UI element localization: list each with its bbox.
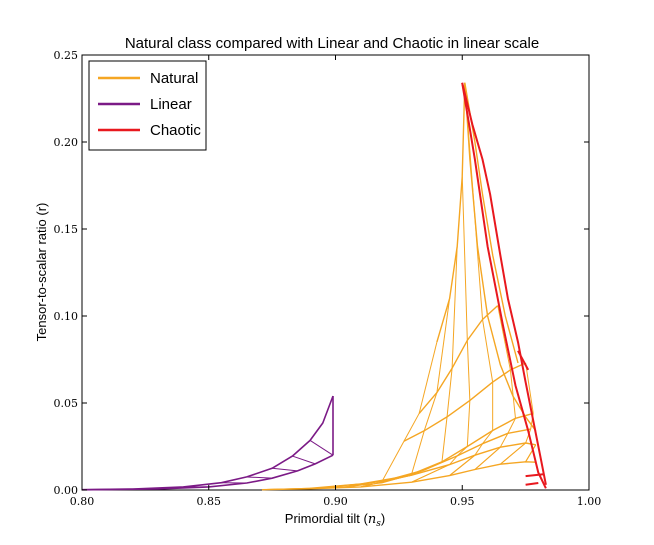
y-tick-label: 0.15 bbox=[54, 223, 79, 236]
series-rung-natural bbox=[348, 482, 382, 488]
series-chaotic bbox=[461, 82, 547, 489]
series-rung-natural bbox=[525, 362, 534, 414]
x-tick-label: 1.00 bbox=[577, 495, 602, 508]
series-rung-natural bbox=[418, 341, 438, 414]
series-rung-natural bbox=[310, 486, 349, 489]
series-rung-natural bbox=[525, 428, 532, 444]
legend: Natural Linear Chaotic bbox=[88, 60, 207, 151]
series-rung-natural bbox=[411, 464, 450, 483]
series-line-linear bbox=[81, 454, 334, 491]
series-linear bbox=[81, 395, 334, 491]
series-rung-natural bbox=[261, 487, 311, 491]
chart-title: Natural class compared with Linear and C… bbox=[125, 35, 539, 52]
series-rung-linear bbox=[246, 476, 273, 479]
series-rung-natural bbox=[466, 400, 471, 447]
series-line-chaotic bbox=[461, 82, 547, 485]
ticks-layer: 0.80 0.85 0.90 0.95 1.00 0.00 0.05 0.10 0.15 0.20… bbox=[54, 49, 602, 508]
legend-label-linear: Linear bbox=[150, 96, 192, 113]
series-line-chaotic bbox=[525, 473, 544, 478]
series-rung-natural bbox=[424, 461, 443, 471]
series-rung-natural bbox=[474, 446, 501, 470]
series-rung-natural bbox=[456, 446, 468, 457]
y-tick-label: 0.20 bbox=[54, 136, 79, 149]
plot-area: 0.80 0.85 0.90 0.95 1.00 0.00 0.05 0.10 0.15 0.20… bbox=[54, 49, 602, 508]
series-rung-natural bbox=[482, 319, 494, 383]
series-layer bbox=[81, 82, 547, 491]
legend-frame bbox=[88, 60, 207, 151]
series-rung-natural bbox=[449, 455, 458, 465]
series-rung-natural bbox=[411, 469, 425, 476]
series-natural bbox=[261, 82, 537, 491]
series-line-chaotic bbox=[525, 482, 539, 486]
series-rung-natural bbox=[451, 246, 458, 369]
series-line-natural bbox=[380, 412, 534, 484]
series-rung-natural bbox=[461, 176, 468, 341]
x-axis-label-end: ) bbox=[381, 511, 385, 526]
series-line-linear bbox=[81, 395, 334, 491]
legend-label-natural: Natural bbox=[150, 70, 198, 87]
x-axis-label-subscript: s bbox=[376, 519, 381, 529]
y-axis-label: Tensor-to-scalar ratio (r) bbox=[34, 203, 49, 342]
series-line-chaotic bbox=[461, 82, 547, 489]
series-rung-natural bbox=[509, 369, 516, 419]
x-tick-label: 0.80 bbox=[70, 495, 95, 508]
series-rung-linear bbox=[292, 455, 316, 465]
y-tick-label: 0.00 bbox=[54, 484, 79, 497]
series-rung-natural bbox=[411, 430, 425, 475]
series-rung-linear bbox=[272, 467, 298, 472]
series-rung-natural bbox=[446, 368, 453, 417]
series-line-natural bbox=[261, 461, 536, 491]
x-axis-label-symbol: n bbox=[368, 512, 376, 527]
series-rung-natural bbox=[507, 418, 516, 434]
series-rung-natural bbox=[497, 305, 511, 371]
series-rung-natural bbox=[466, 340, 471, 401]
x-axis-label-text: Primordial tilt ( bbox=[285, 511, 369, 526]
x-tick-label: 0.90 bbox=[323, 495, 348, 508]
series-line-natural bbox=[310, 442, 536, 489]
series-rung-natural bbox=[436, 298, 451, 393]
series-rung-natural bbox=[525, 444, 537, 463]
series-line-natural bbox=[464, 82, 519, 364]
series-rung-natural bbox=[423, 392, 438, 431]
series-rung-natural bbox=[441, 416, 448, 462]
series-rung-natural bbox=[403, 413, 420, 442]
x-axis-label: Primordial tilt (ns) bbox=[285, 511, 385, 529]
series-rung-natural bbox=[449, 454, 476, 476]
series-rung-linear bbox=[309, 439, 334, 456]
series-line-chaotic bbox=[517, 350, 530, 371]
series-rung-natural bbox=[499, 433, 509, 448]
series-line-natural bbox=[436, 82, 466, 343]
series-rung-natural bbox=[386, 473, 412, 481]
series-rung-natural bbox=[499, 442, 526, 465]
x-tick-label: 0.95 bbox=[450, 495, 475, 508]
series-line-natural bbox=[418, 305, 499, 414]
series-rung-natural bbox=[474, 443, 483, 456]
series-rung-natural bbox=[360, 474, 412, 488]
y-tick-label: 0.25 bbox=[54, 49, 79, 62]
legend-label-chaotic: Chaotic bbox=[150, 122, 201, 139]
series-rung-natural bbox=[482, 430, 494, 445]
x-tick-label: 0.85 bbox=[197, 495, 222, 508]
series-rung-natural bbox=[380, 441, 405, 484]
y-tick-label: 0.10 bbox=[54, 310, 79, 323]
y-tick-label: 0.05 bbox=[54, 397, 79, 410]
